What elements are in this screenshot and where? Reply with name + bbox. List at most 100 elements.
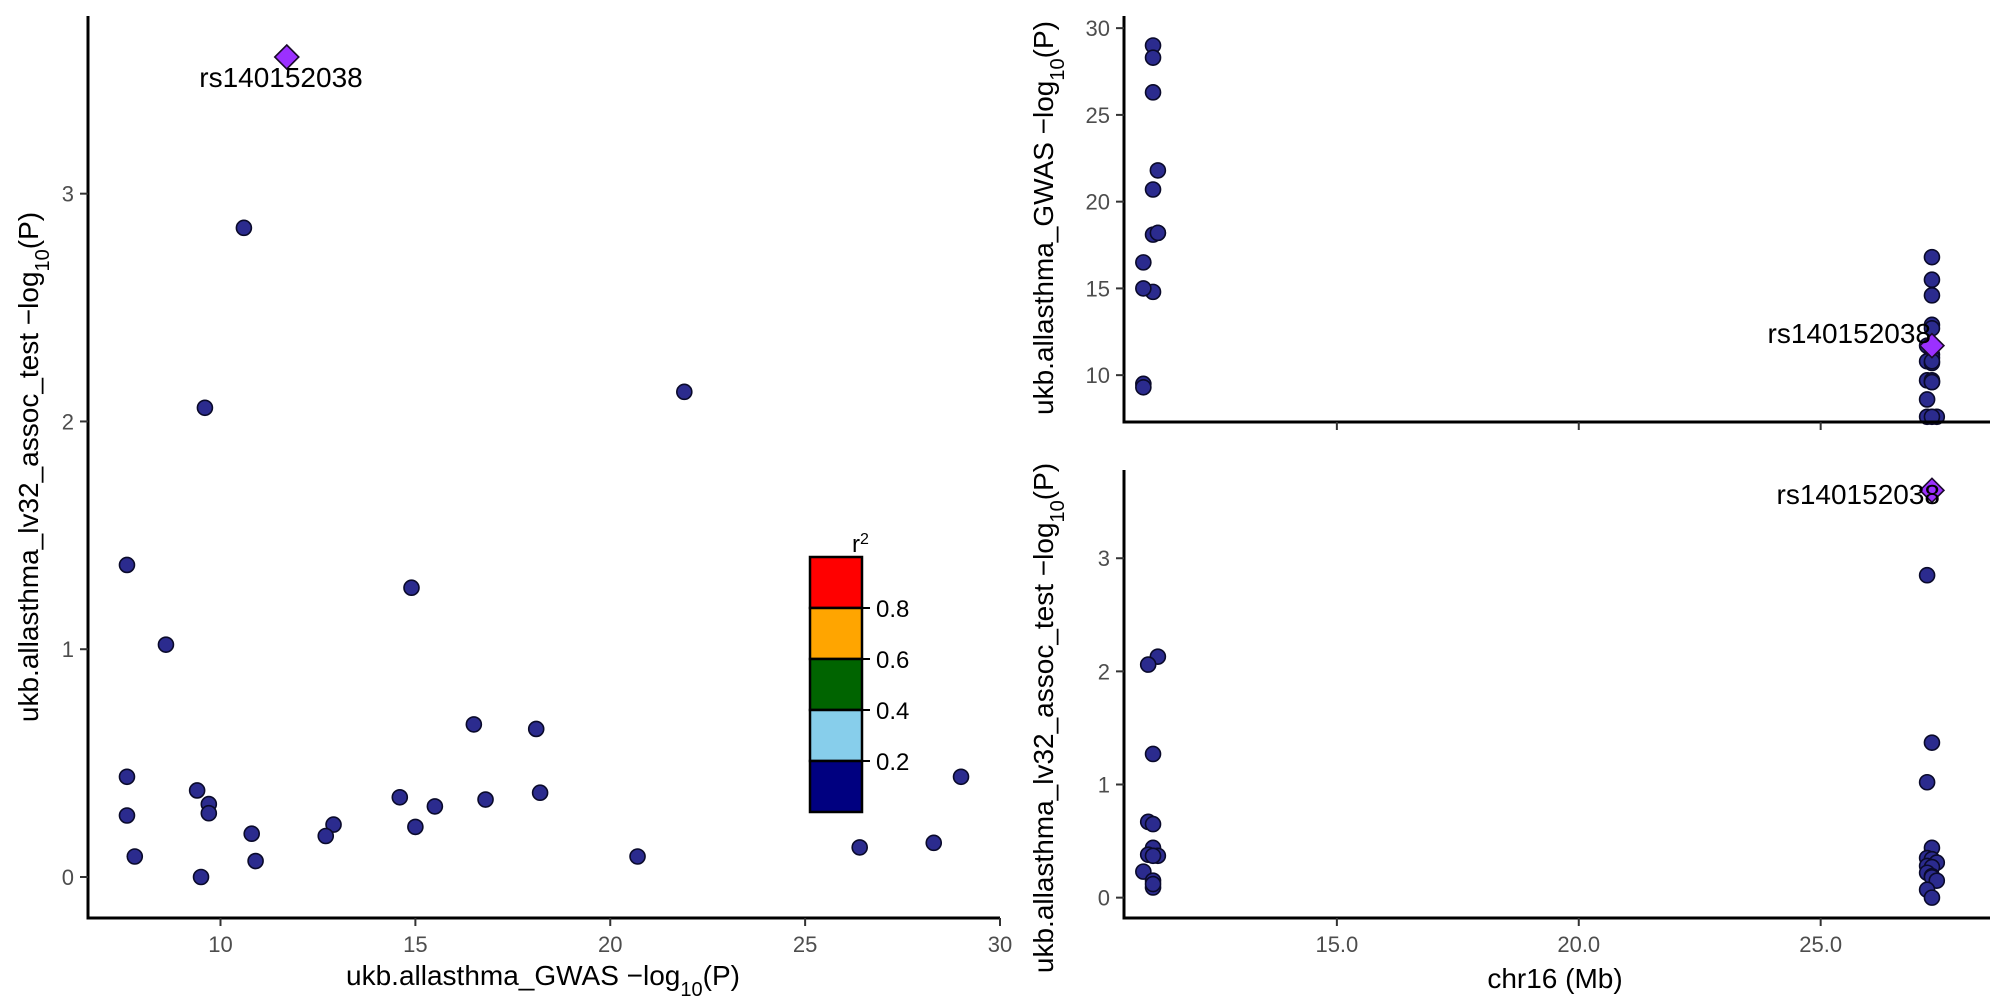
left-y-axis-title: ukb.allasthma_lv32_assoc_test −log10(P) [13, 212, 54, 722]
y-tick-label: 30 [1086, 16, 1110, 41]
data-point [1149, 162, 1167, 179]
locus-panel-bottom: 15.0 20.0 25.0 0 1 2 3 rs140152038 chr16 (Mb)… [1028, 463, 1990, 994]
data-point [1144, 84, 1162, 101]
y-tick-label: 2 [1098, 659, 1110, 684]
data-point [188, 782, 206, 799]
left-points [118, 43, 970, 886]
bottom-y-title-post: (P) [1028, 463, 1059, 500]
bottom-lead-label: rs140152038 [1777, 479, 1940, 510]
data-point [235, 219, 253, 237]
y-tick-label: 1 [62, 637, 74, 662]
legend-title-base: r [852, 531, 860, 558]
y-tick-label: 3 [1098, 546, 1110, 571]
y-tick-label: 15 [1086, 276, 1110, 301]
data-point [1923, 271, 1941, 289]
x-tick-label: 25.0 [1799, 932, 1842, 957]
data-point [403, 579, 420, 597]
data-point [1918, 773, 1936, 791]
y-tick-label: 20 [1086, 190, 1110, 215]
top-y-title-post: (P) [1028, 21, 1059, 58]
x-tick-label: 10 [208, 932, 232, 957]
legend-title: r2 [852, 531, 869, 559]
data-point [1144, 49, 1162, 66]
data-point [851, 839, 868, 856]
legend-color-box [808, 657, 864, 712]
data-point [391, 788, 409, 806]
data-point [200, 804, 218, 822]
data-point [1135, 280, 1152, 297]
left-x-axis-title: ukb.allasthma_GWAS −log10(P) [346, 960, 740, 1000]
data-point [1923, 287, 1941, 304]
left-y-ticks: 0 1 2 3 [62, 182, 88, 890]
data-point [1144, 815, 1162, 833]
x-tick-label: 30 [988, 932, 1012, 957]
legend-color-boxes [808, 555, 864, 814]
lead-snp-marker [273, 43, 300, 71]
left-x-ticks: 10 15 20 25 30 [208, 918, 1012, 957]
lead-snp-marker [1918, 477, 1946, 504]
legend-label: 0.4 [876, 698, 909, 725]
y-tick-label: 0 [62, 865, 74, 890]
x-tick-label: 20.0 [1557, 932, 1600, 957]
data-point [527, 720, 545, 738]
legend-label: 0.2 [876, 749, 909, 776]
r2-legend: r2 0.2 0.4 0.6 0.8 [808, 531, 909, 814]
left-y-title-post: (P) [13, 212, 44, 249]
data-point [1144, 745, 1162, 763]
bottom-y-title-sub: 10 [1047, 500, 1069, 522]
bottom-x-axis-title: chr16 (Mb) [1487, 963, 1622, 994]
bottom-points [1135, 477, 1946, 906]
data-point [1144, 875, 1162, 893]
data-point [407, 818, 424, 836]
y-tick-label: 25 [1086, 103, 1110, 128]
scatter-panel-left: 10 15 20 25 30 0 1 2 3 rs140152038 ukb.allasthm… [13, 16, 1012, 1000]
data-point [1144, 181, 1162, 198]
data-point [1135, 378, 1152, 396]
data-point [247, 852, 264, 870]
data-point [531, 784, 549, 802]
data-point [118, 807, 136, 824]
legend-color-box [808, 759, 864, 814]
data-point [157, 636, 175, 653]
legend-color-box [808, 555, 864, 610]
data-point [1144, 847, 1162, 865]
y-tick-label: 2 [62, 409, 74, 434]
legend-label: 0.6 [876, 647, 909, 674]
data-point [629, 848, 646, 865]
x-tick-label: 25 [793, 932, 817, 957]
legend-color-box [808, 606, 864, 661]
data-point [1135, 254, 1152, 271]
y-tick-label: 3 [62, 182, 74, 207]
top-y-title-pre: ukb.allasthma_GWAS −log [1028, 81, 1059, 415]
data-point [1923, 373, 1941, 391]
data-point [196, 399, 214, 417]
bottom-y-axis-title: ukb.allasthma_lv32_assoc_test −log10(P) [1028, 463, 1069, 973]
left-y-title-sub: 10 [32, 249, 54, 271]
legend-color-box [808, 708, 864, 763]
bottom-y-title-pre: ukb.allasthma_lv32_assoc_test −log [1028, 522, 1059, 973]
left-lead-label: rs140152038 [199, 62, 362, 93]
top-y-title-sub: 10 [1047, 58, 1069, 80]
data-point [465, 716, 483, 733]
data-point [317, 827, 335, 845]
data-point [118, 556, 136, 574]
data-point [243, 825, 260, 843]
top-x-ticks [1335, 422, 1822, 430]
data-point [1923, 734, 1941, 751]
top-lead-label: rs140152038 [1768, 318, 1931, 349]
bottom-x-ticks: 15.0 20.0 25.0 [1315, 918, 1842, 957]
left-x-title-sub: 10 [680, 979, 702, 1000]
data-point [1149, 224, 1167, 242]
data-point [925, 834, 943, 852]
data-point [192, 868, 210, 886]
top-y-ticks: 10 15 20 25 30 [1086, 16, 1124, 388]
left-x-title-post: (P) [703, 960, 740, 991]
left-axes [86, 16, 1000, 920]
data-point [1923, 248, 1941, 266]
data-point [1139, 656, 1157, 673]
data-point [325, 816, 342, 833]
data-point [676, 383, 693, 401]
top-axes [1122, 16, 1990, 424]
legend-labels: 0.2 0.4 0.6 0.8 [862, 596, 909, 776]
